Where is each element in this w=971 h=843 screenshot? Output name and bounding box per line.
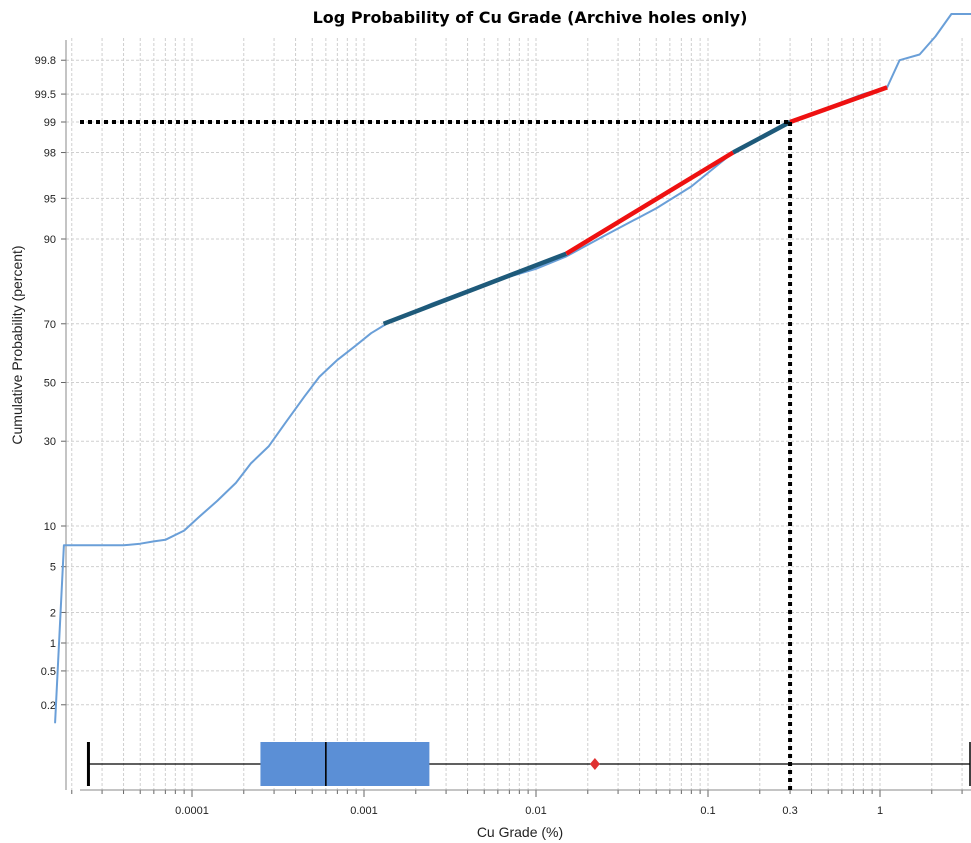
axes xyxy=(65,40,971,791)
fit-segment-line xyxy=(789,85,888,125)
grid-lines xyxy=(61,38,971,797)
x-tick-label: 0.0001 xyxy=(175,805,209,817)
y-tick-label: 0.5 xyxy=(41,666,56,678)
x-tick-label: 1 xyxy=(877,805,883,817)
boxplot-mean-marker xyxy=(589,758,600,770)
y-tick-label: 0.2 xyxy=(41,700,56,712)
x-tick-label: 0.001 xyxy=(350,805,378,817)
fit-segment-line xyxy=(382,251,568,326)
y-tick-label: 90 xyxy=(44,234,56,246)
x-tick-label: 0.3 xyxy=(782,805,797,817)
data-series xyxy=(54,13,971,724)
y-tick-label: 95 xyxy=(44,193,56,205)
y-tick-label: 98 xyxy=(44,148,56,160)
y-tick-label: 99.8 xyxy=(35,55,56,67)
y-tick-label: 50 xyxy=(44,378,56,390)
x-tick-label: 0.01 xyxy=(525,805,546,817)
x-tick-labels: 0.0001 0.001 0.01 0.1 0.3 1 xyxy=(175,805,883,817)
fit-segment-line xyxy=(732,120,792,155)
y-tick-label: 99 xyxy=(44,117,56,129)
y-tick-label: 1 xyxy=(50,638,56,650)
y-tick-label: 30 xyxy=(44,436,56,448)
y-tick-label: 10 xyxy=(44,521,56,533)
reference-lines xyxy=(80,120,793,790)
y-tick-label: 2 xyxy=(50,607,56,619)
x-tick-label: 0.1 xyxy=(700,805,715,817)
y-tick-labels: 0.2 0.5 1 2 5 10 30 50 70 90 95 98 99 99.5 99.8 xyxy=(35,55,56,712)
x-axis-label: Cu Grade (%) xyxy=(477,824,563,840)
y-tick-label: 5 xyxy=(50,562,56,574)
y-tick-label: 70 xyxy=(44,319,56,331)
y-tick-label: 99.5 xyxy=(35,89,56,101)
boxplot-box xyxy=(260,742,430,786)
chart-title: Log Probability of Cu Grade (Archive hol… xyxy=(312,8,748,27)
y-axis-label: Cumulative Probability (percent) xyxy=(9,245,25,444)
boxplot xyxy=(86,742,971,786)
fit-segment-line xyxy=(565,150,735,256)
